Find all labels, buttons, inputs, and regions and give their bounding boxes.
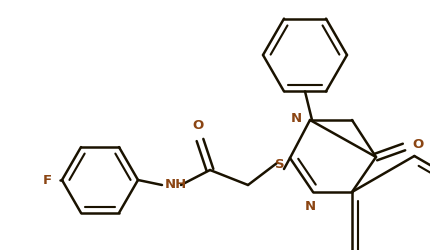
Text: O: O [192,119,204,132]
Text: N: N [291,112,302,124]
Text: O: O [412,138,423,151]
Text: F: F [43,174,52,186]
Text: N: N [304,200,316,213]
Text: NH: NH [165,178,187,192]
Text: S: S [275,158,285,172]
